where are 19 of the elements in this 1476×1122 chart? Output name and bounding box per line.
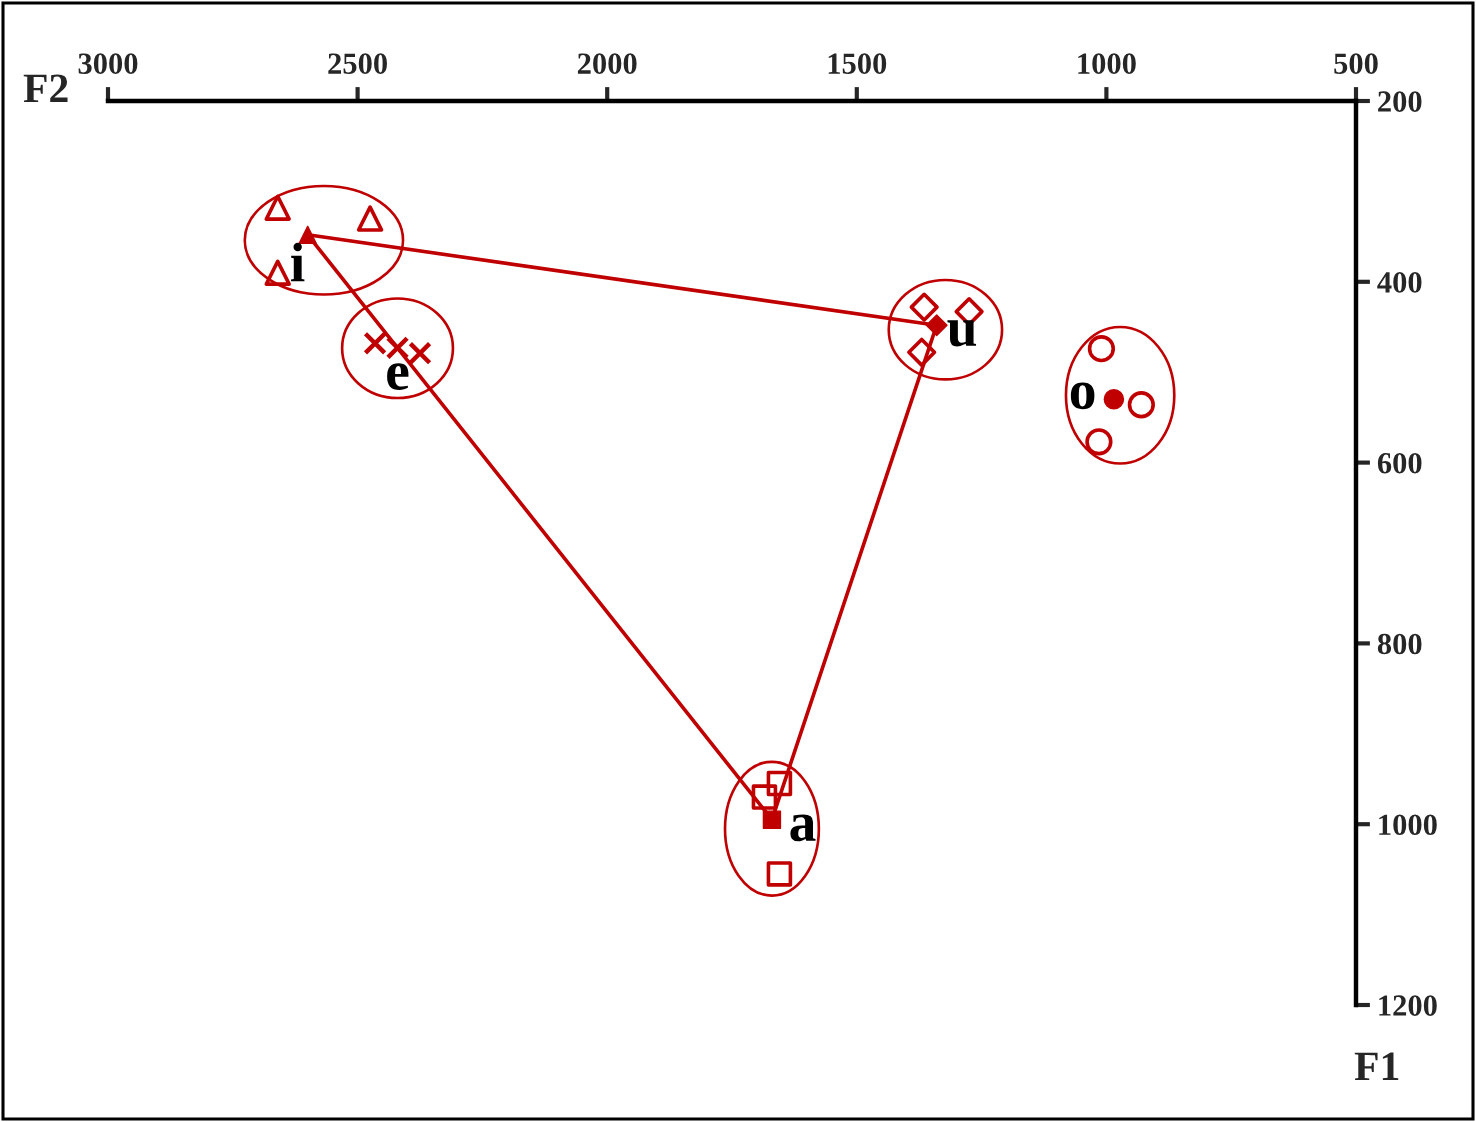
x-tick-label: 3000: [78, 53, 138, 74]
x-tick-label: 2000: [577, 53, 637, 74]
series-label: a: [790, 814, 816, 842]
x-axis-title: F2: [23, 74, 68, 102]
x-tick-label: 1000: [1078, 53, 1136, 74]
y-tick-label: 400: [1377, 272, 1422, 293]
y-tick-label: 1000: [1379, 814, 1437, 836]
series-label: u: [947, 320, 977, 347]
y-tick-label: 1200: [1379, 995, 1437, 1016]
x-tick-label: 500: [1334, 53, 1378, 74]
y-tick-label: 600: [1377, 452, 1422, 474]
x-tick-label: 2500: [328, 53, 387, 74]
y-tick-label: 200: [1378, 91, 1422, 112]
series-label: i: [291, 242, 305, 282]
series-label: o: [1070, 382, 1095, 410]
series-label: e: [387, 363, 409, 390]
y-tick-label: 800: [1377, 633, 1422, 655]
y-axis-title: F1: [1354, 1052, 1399, 1081]
x-tick-label: 1500: [828, 53, 887, 74]
